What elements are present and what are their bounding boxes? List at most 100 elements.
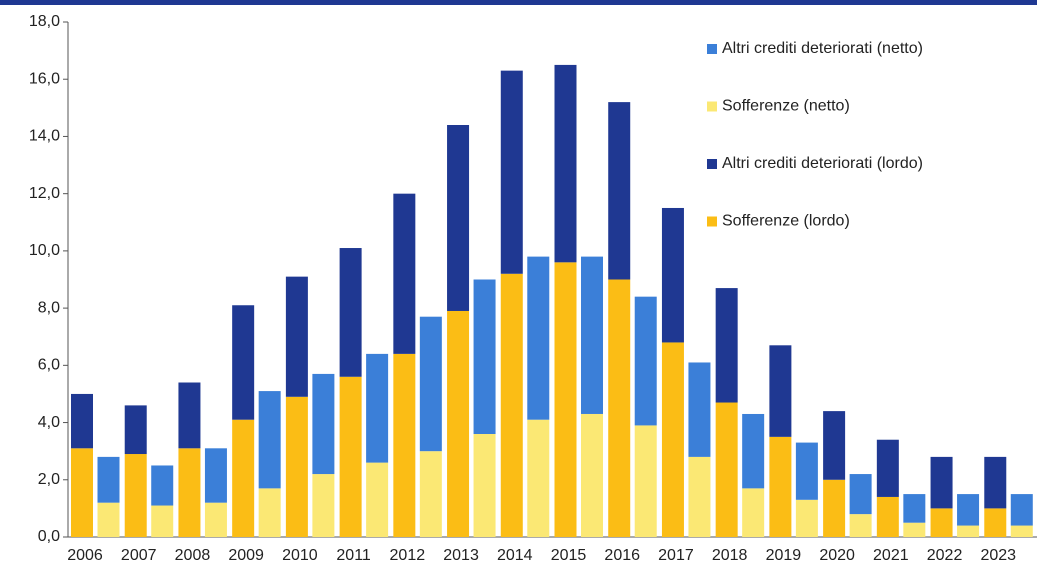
bar-segment [527,419,550,537]
header-stripe [0,0,1037,5]
bar-segment [500,70,523,274]
legend-swatch [707,216,717,227]
bar-segment [984,456,1007,509]
bar-segment [554,64,577,263]
bar-segment [957,525,980,537]
bar-segment [366,462,389,537]
bar-segment [527,256,550,420]
bar-segment [71,393,93,449]
bar-segment [473,434,496,537]
bar-segment [984,508,1007,537]
x-tick-label: 2017 [658,547,694,564]
bar-segment [849,474,872,515]
bar-segment [1010,494,1033,526]
bar-segment [366,353,389,463]
legend-label: Altri crediti deteriorati (netto) [722,40,923,57]
bar-segment [903,494,926,523]
y-tick-label: 2,0 [38,471,60,488]
y-tick-label: 12,0 [29,185,60,202]
x-tick-label: 2016 [604,547,640,564]
bar-segment [232,305,255,420]
bar-segment [823,479,846,537]
bar-segment [312,474,335,537]
bar-segment [554,262,577,537]
bar-segment [795,499,818,537]
bar-segment [581,256,603,414]
bar-segment [795,442,818,500]
bar-segment [97,456,120,503]
bar-segment [393,353,416,537]
legend-label: Sofferenze (lordo) [722,213,850,230]
bar-segment [849,514,872,537]
bar-segment [823,411,846,480]
bar-segment [419,451,442,537]
bar-segment [258,391,281,489]
bar-segment [393,193,416,354]
y-tick-label: 6,0 [38,357,60,374]
bar-segment [661,207,684,343]
bar-segment [661,342,684,537]
x-tick-label: 2021 [873,547,909,564]
bar-segment [634,425,657,537]
x-tick-label: 2010 [282,547,318,564]
y-tick-label: 4,0 [38,414,60,431]
bar-segment [151,465,174,506]
legend-label: Altri crediti deteriorati (lordo) [722,155,923,172]
x-tick-label: 2009 [228,547,264,564]
bar-segment [500,273,523,537]
x-tick-label: 2008 [175,547,211,564]
bar-segment [71,448,93,537]
x-tick-label: 2022 [927,547,963,564]
bar-segment [258,488,281,537]
y-tick-label: 18,0 [29,13,60,30]
x-tick-label: 2018 [712,547,748,564]
bar-segment [339,248,362,377]
x-tick-label: 2011 [336,547,371,564]
legend-swatch [707,44,717,54]
bar-segment [608,279,631,537]
bar-segment [312,373,335,475]
bar-segment [419,316,442,452]
y-tick-label: 10,0 [29,242,60,259]
x-tick-label: 2020 [819,547,855,564]
bar-segment [285,276,308,397]
x-tick-label: 2023 [980,547,1016,564]
bar-segment [178,448,201,537]
bar-segment [581,413,603,537]
bar-segment [608,102,631,280]
y-tick-label: 0,0 [38,528,60,545]
bar-segment [339,376,362,537]
bar-segment [204,448,227,503]
x-tick-label: 2013 [443,547,479,564]
bar-segment [232,419,255,537]
x-tick-label: 2015 [551,547,587,564]
bar-segment [447,310,470,537]
bar-segment [204,502,227,537]
bar-segment [151,505,174,537]
bar-segment [769,436,792,537]
x-tick-label: 2019 [766,547,802,564]
x-tick-label: 2014 [497,547,533,564]
bar-segment [124,405,147,455]
bar-segment [930,456,953,509]
y-tick-label: 14,0 [29,128,60,145]
legend-swatch [707,101,717,112]
bar-segment [742,488,765,537]
bar-segment [285,396,308,537]
x-tick-label: 2012 [390,547,426,564]
bar-segment [957,494,980,526]
bar-segment [634,296,657,426]
bar-segment [742,413,765,489]
bar-segment [903,522,926,537]
legend-swatch [707,159,717,169]
bar-segment [715,402,738,537]
y-tick-label: 8,0 [38,299,60,316]
bar-segment [715,288,738,403]
bar-segment [688,362,711,457]
y-tick-label: 16,0 [29,70,60,87]
bar-segment [447,125,470,311]
bar-segment [688,456,711,537]
bar-segment [97,502,120,537]
bar-segment [178,382,201,449]
